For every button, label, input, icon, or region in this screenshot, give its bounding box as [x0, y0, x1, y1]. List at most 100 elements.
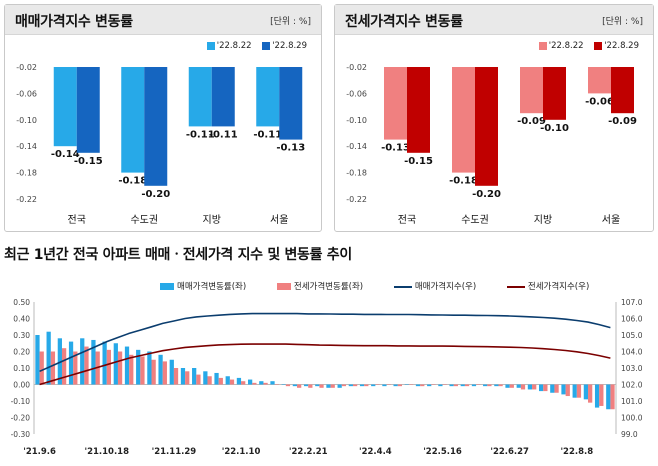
trend-jeonse-rate-bar-14 — [185, 371, 190, 385]
trend-sale-rate-bar-52 — [606, 384, 611, 410]
trend-legend-label-jeonse-index: 전세가격지수(우) — [527, 282, 590, 292]
trend-sale-rate-bar-28 — [337, 384, 342, 388]
trend-jeonse-rate-bar-2 — [50, 351, 56, 385]
sale-ytick-1: -0.06 — [16, 89, 37, 98]
trend-jeonse-rate-bar-31 — [375, 384, 380, 385]
trend-xtick-4: '22.1.10 — [222, 447, 261, 457]
trend-jeonse-rate-bar-44 — [520, 384, 526, 390]
jeonse-bar-label-2-2: -0.20 — [472, 189, 501, 200]
trend-legend-item-jeonse-rate: 전세가격변동률(좌) — [276, 280, 363, 292]
trend-xtick-7: '22.5.16 — [423, 447, 462, 457]
jeonse-legend: '22.8.22 '22.8.29 — [531, 41, 639, 51]
trend-jeonse-rate-bar-18 — [229, 379, 235, 385]
trend-sale-rate-bar-9 — [124, 346, 130, 385]
trend-sale-rate-bar-26 — [315, 384, 320, 387]
trend-jeonse-rate-bar-16 — [207, 376, 212, 385]
trend-legend-swatch-sale-index — [393, 285, 412, 288]
trend-legend-swatch-sale-rate — [160, 283, 174, 290]
jeonse-ytick-0: -0.02 — [346, 63, 367, 72]
sale-legend-label-2: '22.8.29 — [272, 41, 307, 51]
sale-bar-2-2 — [144, 67, 168, 186]
trend-sale-rate-bar-7 — [102, 341, 107, 385]
jeonse-legend-label-2: '22.8.29 — [604, 41, 639, 51]
trend-chart-title: 최근 1년간 전국 아파트 매매ㆍ전세가격 지수 및 변동률 추이 — [4, 247, 352, 263]
sale-bar-label-2-3: -0.11 — [209, 129, 238, 140]
sale-ytick-3: -0.14 — [16, 142, 37, 151]
trend-jeonse-rate-bar-42 — [498, 384, 503, 387]
jeonse-bar-2-4 — [611, 67, 634, 114]
jeonse-bar-1-1 — [384, 67, 407, 140]
sale-category-2: 수도권 — [130, 214, 158, 226]
trend-jeonse-rate-bar-11 — [151, 359, 156, 385]
jeonse-bar-1-3 — [520, 67, 543, 114]
jeonse-chart-title: 전세가격지수 변동률 — [345, 14, 463, 30]
sale-title-bar: 매매가격지수 변동률 [단위 : %] — [5, 5, 321, 35]
trend-left-tick-0: 0.50 — [13, 298, 30, 307]
trend-right-tick-5: 102.0 — [621, 381, 643, 390]
trend-jeonse-rate-bar-22 — [274, 384, 279, 385]
jeonse-category-4: 서울 — [602, 214, 620, 226]
trend-sale-rate-bar-39 — [460, 384, 465, 387]
jeonse-ytick-1: -0.06 — [346, 89, 367, 98]
jeonse-bar-label-2-1: -0.15 — [404, 156, 433, 167]
trend-sale-rate-bar-42 — [494, 384, 499, 387]
sale-bar-label-1-1: -0.14 — [51, 149, 80, 160]
trend-sale-rate-bar-44 — [516, 384, 521, 388]
trend-sale-rate-bar-17 — [214, 372, 219, 385]
jeonse-title-bar: 전세가격지수 변동률 [단위 : %] — [335, 5, 653, 35]
sale-bar-label-2-4: -0.13 — [276, 143, 305, 154]
trend-jeonse-rate-bar-47 — [554, 384, 559, 393]
trend-xtick-6: '22.4.4 — [359, 447, 392, 457]
trend-sale-rate-bar-31 — [371, 384, 376, 387]
jeonse-bar-label-1-1: -0.13 — [381, 143, 410, 154]
trend-sale-rate-bar-29 — [348, 384, 353, 387]
trend-left-tick-8: -0.30 — [11, 430, 31, 439]
jeonse-bar-2-3 — [543, 67, 566, 120]
sale-category-4: 서울 — [270, 214, 288, 226]
sale-bar-label-1-4: -0.11 — [253, 129, 282, 140]
trend-left-tick-4: 0.10 — [13, 364, 30, 373]
sale-ytick-5: -0.22 — [16, 195, 37, 204]
trend-sale-rate-bar-45 — [527, 384, 533, 390]
trend-legend-swatch-jeonse-rate — [276, 283, 291, 290]
trend-jeonse-rate-bar-13 — [173, 368, 179, 385]
trend-jeonse-rate-bar-1 — [39, 351, 44, 385]
jeonse-legend-item-1: '22.8.22 — [538, 41, 584, 51]
trend-sale-rate-bar-27 — [326, 384, 331, 388]
trend-legend-item-sale-rate: 매매가격변동률(좌) — [160, 280, 246, 292]
trend-jeonse-rate-bar-51 — [599, 384, 604, 406]
trend-legend-item-sale-index: 매매가격지수(우) — [393, 280, 476, 292]
trend-jeonse-rate-bar-33 — [397, 384, 403, 387]
jeonse-legend-label-1: '22.8.22 — [548, 41, 584, 51]
trend-sale-rate-bar-34 — [404, 384, 409, 385]
trend-jeonse-rate-bar-32 — [386, 384, 391, 385]
sale-bar-chart: -0.02-0.06-0.10-0.14-0.18-0.22-0.14-0.15… — [16, 63, 305, 226]
trend-sale-rate-bar-11 — [147, 351, 152, 385]
trend-jeonse-rate-bar-43 — [509, 384, 514, 388]
trend-sale-rate-bar-46 — [538, 384, 544, 392]
trend-sale-rate-bar-33 — [393, 384, 398, 387]
jeonse-ytick-5: -0.22 — [346, 195, 367, 204]
trend-sale-rate-bar-23 — [281, 384, 286, 385]
trend-xtick-3: '21.11.29 — [152, 447, 197, 457]
trend-right-tick-3: 104.0 — [621, 348, 643, 357]
trend-xtick-5: '22.2.21 — [289, 447, 328, 457]
trend-sale-rate-bar-48 — [561, 384, 566, 395]
jeonse-bar-chart: -0.02 -0.06 -0.10 -0.14 -0.18 -0.22 -0.13 -0.15… — [346, 63, 637, 226]
trend-jeonse-rate-bar-27 — [330, 384, 335, 388]
trend-sale-rate-bar-25 — [303, 384, 309, 387]
trend-xtick-9: '22.8.8 — [560, 447, 593, 457]
trend-sale-rate-bar-49 — [572, 384, 577, 398]
trend-jeonse-rate-bar-23 — [285, 384, 291, 387]
trend-sale-rate-bar-15 — [192, 368, 197, 385]
trend-sale-rate-bar-38 — [449, 384, 454, 387]
jeonse-ytick-4: -0.18 — [346, 169, 367, 178]
trend-jeonse-rate-bar-39 — [464, 384, 470, 387]
trend-jeonse-rate-bar-50 — [588, 384, 593, 403]
sale-category-3: 지방 — [203, 214, 221, 226]
trend-left-tick-3: 0.20 — [13, 348, 30, 357]
trend-jeonse-rate-bar-4 — [73, 351, 78, 385]
trend-sale-rate-bar-22 — [270, 381, 275, 385]
trend-jeonse-rate-bar-21 — [263, 382, 268, 385]
trend-sale-rate-bar-32 — [382, 384, 387, 387]
